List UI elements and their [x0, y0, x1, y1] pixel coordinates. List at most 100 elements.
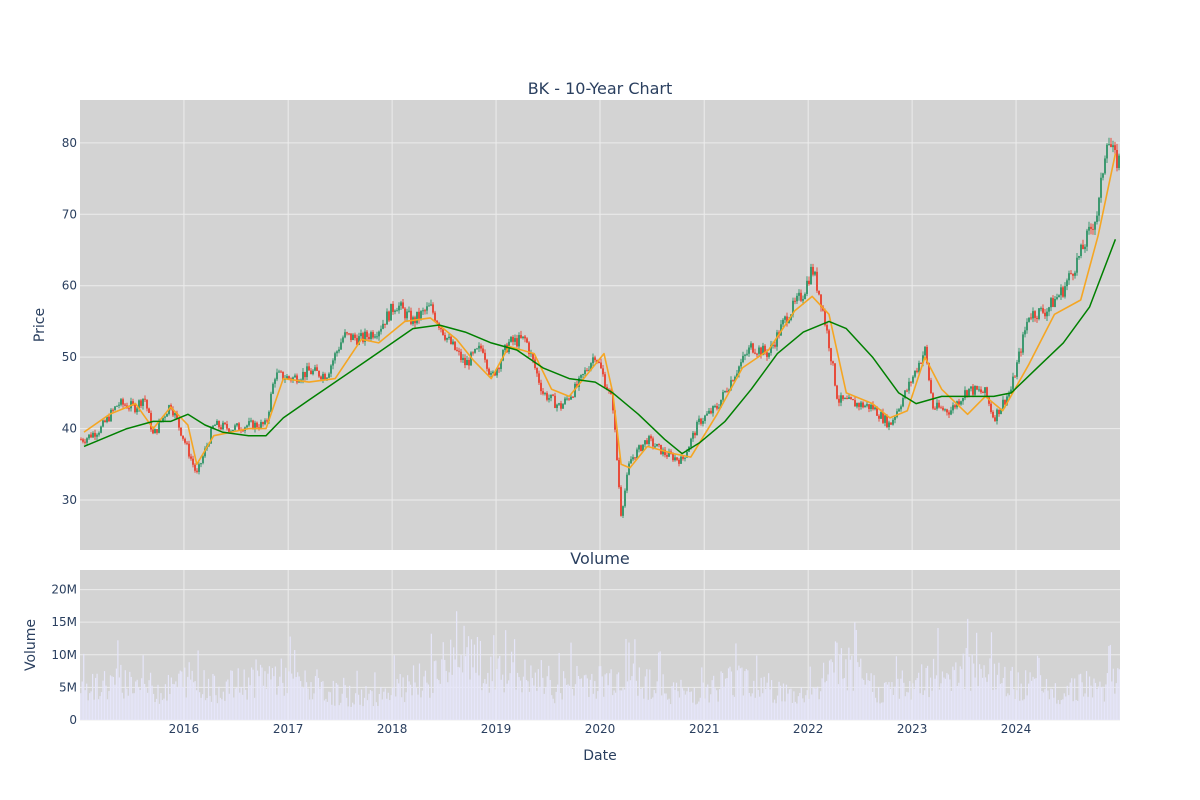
volume-bar	[433, 661, 435, 720]
volume-bar	[1114, 693, 1116, 720]
candle-body	[254, 422, 256, 430]
candle-body	[716, 405, 718, 409]
volume-bar	[409, 684, 412, 720]
volume-bar	[775, 703, 777, 720]
volume-bar	[357, 694, 360, 720]
candle-body	[116, 405, 118, 407]
volume-bar	[334, 705, 336, 720]
candle-body	[672, 453, 674, 461]
volume-bar	[545, 687, 547, 720]
candle-body	[190, 456, 192, 459]
volume-bar	[130, 676, 132, 720]
candle-body	[342, 337, 344, 343]
candle-body	[294, 375, 296, 378]
candle-body	[124, 404, 126, 406]
volume-y-tick-label: 20M	[51, 583, 77, 597]
candle-body	[1114, 145, 1116, 150]
volume-bar	[473, 644, 476, 720]
candle-body	[166, 414, 168, 417]
volume-bar	[499, 655, 501, 720]
candle-body	[452, 341, 454, 345]
volume-bar	[291, 673, 293, 720]
candle-body	[320, 376, 322, 380]
volume-bar	[900, 678, 902, 720]
volume-bar	[597, 691, 599, 720]
candle-body	[400, 302, 402, 306]
candle-body	[352, 334, 354, 341]
volume-bar	[907, 692, 909, 720]
volume-bar	[353, 704, 355, 720]
volume-bar	[1023, 699, 1025, 720]
volume-bar	[574, 684, 577, 720]
candle-body	[952, 405, 954, 411]
volume-bar	[325, 698, 327, 720]
volume-bar	[303, 688, 305, 720]
volume-bar	[423, 676, 425, 720]
volume-bar	[1117, 668, 1119, 720]
volume-bar	[1033, 678, 1036, 720]
volume-bar	[534, 672, 536, 720]
candle-body	[996, 409, 998, 422]
volume-bar	[280, 658, 282, 720]
volume-bar	[369, 690, 372, 720]
volume-bar	[415, 688, 418, 720]
volume-bar	[955, 662, 957, 720]
volume-bar	[962, 653, 964, 720]
candle-body	[1116, 149, 1118, 168]
volume-bar	[812, 687, 814, 720]
candle-body	[834, 363, 836, 386]
volume-bar	[182, 687, 184, 720]
volume-bar	[794, 701, 796, 720]
volume-bar	[1081, 682, 1083, 720]
volume-bar	[938, 689, 941, 720]
volume-bar	[778, 681, 780, 720]
volume-bar	[565, 685, 568, 720]
volume-bar	[836, 642, 838, 720]
candle-body	[638, 445, 640, 450]
volume-bar	[392, 687, 394, 720]
volume-bar	[953, 670, 955, 720]
candle-body	[248, 421, 250, 426]
volume-bar	[438, 680, 440, 720]
volume-bar	[751, 693, 753, 720]
volume-bar	[432, 692, 434, 720]
candle-body	[434, 312, 436, 321]
volume-bar	[1022, 700, 1024, 720]
candle-body	[940, 407, 942, 409]
candle-body	[730, 380, 732, 390]
volume-bar	[564, 678, 566, 720]
candle-body	[924, 346, 926, 356]
volume-bar	[879, 703, 881, 720]
volume-bar	[1036, 655, 1039, 720]
candle-body	[832, 361, 834, 364]
volume-bar	[949, 679, 951, 720]
candle-body	[576, 383, 578, 387]
volume-bar	[92, 673, 94, 720]
volume-bar	[943, 677, 945, 720]
x-tick-label: 2021	[689, 722, 720, 736]
candle-body	[280, 371, 282, 373]
volume-bar	[652, 697, 654, 720]
volume-bar	[317, 677, 320, 720]
candle-body	[1090, 226, 1092, 229]
candle-body	[970, 386, 972, 389]
volume-bar	[509, 673, 511, 720]
candle-body	[354, 334, 356, 339]
candle-body	[134, 403, 136, 413]
volume-y-tick-label: 15M	[51, 615, 77, 629]
volume-bar	[866, 673, 868, 720]
volume-bar	[922, 694, 924, 720]
volume-bar	[678, 697, 681, 720]
candle-body	[446, 337, 448, 340]
candle-body	[984, 387, 986, 393]
volume-bar	[707, 684, 709, 720]
candle-body	[532, 353, 534, 360]
volume-bar	[236, 687, 238, 720]
volume-bar	[496, 669, 498, 720]
volume-bar	[155, 698, 158, 720]
volume-bar	[151, 685, 153, 720]
volume-bar	[144, 683, 146, 720]
candle-body	[272, 383, 274, 394]
volume-bar	[852, 690, 854, 720]
volume-bar	[352, 702, 354, 720]
